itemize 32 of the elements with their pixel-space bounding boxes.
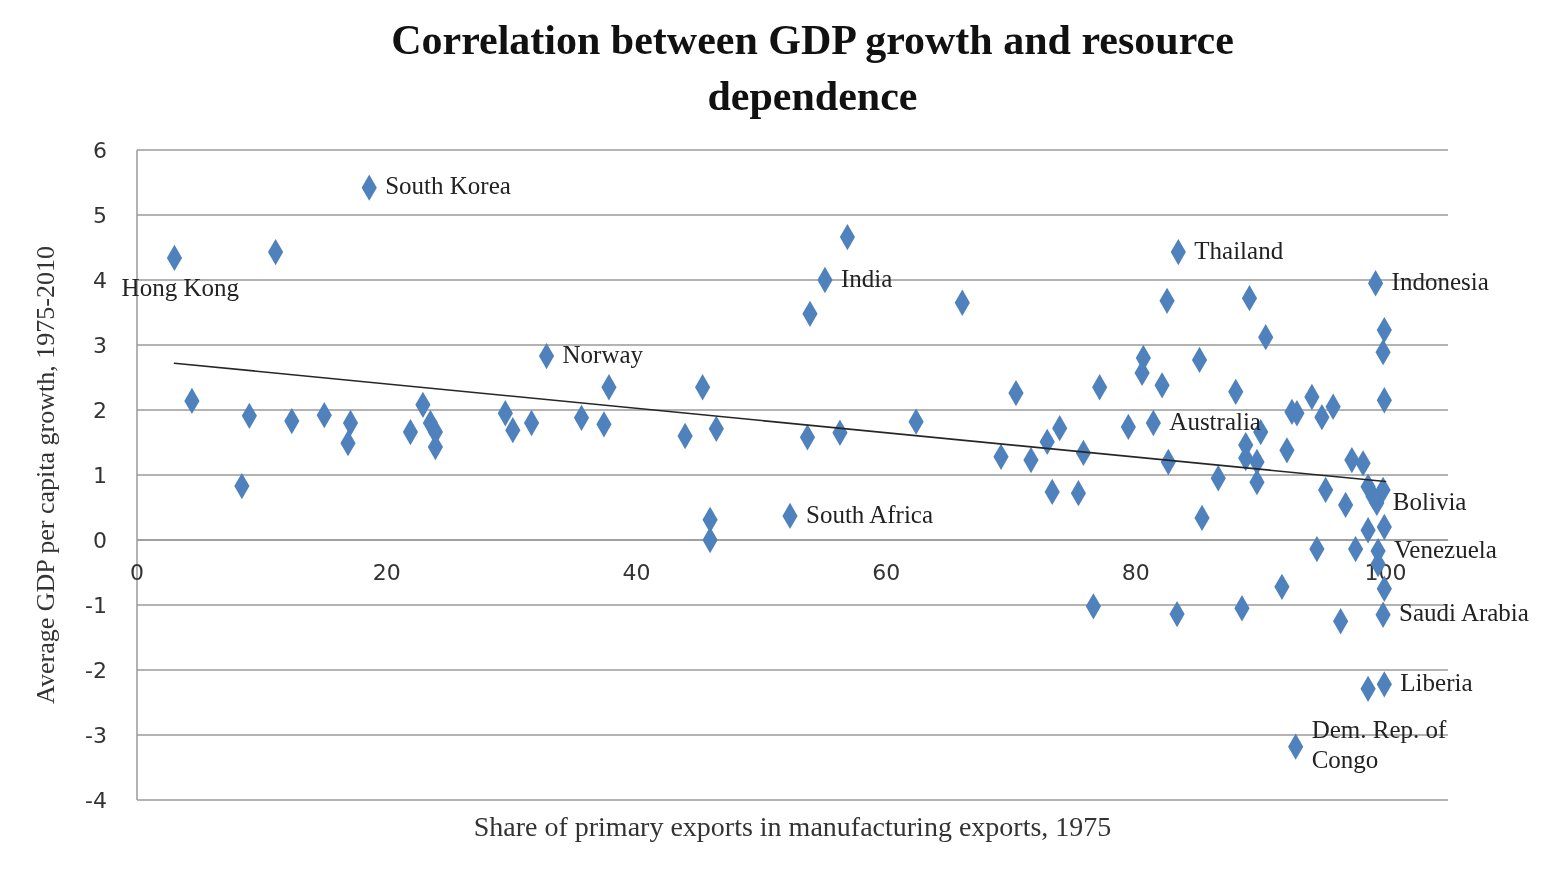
y-tick-label: 5: [93, 202, 107, 228]
annotation: Dem. Rep. of Congo: [1311, 716, 1448, 774]
annotation: Liberia: [1400, 668, 1473, 696]
chart-title: Correlation between GDP growth and resource dependence: [391, 17, 1234, 119]
y-tick-label: -3: [85, 722, 107, 748]
y-tick-label: 4: [93, 267, 107, 293]
x-tick-label: 40: [622, 560, 651, 585]
annotation: Thailand: [1194, 236, 1284, 264]
y-tick-label: 2: [93, 397, 107, 423]
annotation: Saudi Arabia: [1399, 599, 1529, 627]
y-tick-label: -2: [85, 657, 107, 683]
annotation: Venezuela: [1394, 535, 1497, 563]
y-tick-label: 0: [93, 527, 107, 553]
annotation: Australia: [1169, 407, 1261, 435]
annotation: Bolivia: [1392, 487, 1467, 515]
x-tick-label: 0: [130, 560, 144, 585]
annotation: Norway: [562, 340, 644, 368]
y-tick-label: 3: [93, 332, 107, 358]
x-tick-label: 80: [1121, 560, 1150, 585]
y-tick-label: -4: [85, 787, 107, 813]
y-tick-label: 1: [93, 462, 107, 488]
annotation: Hong Kong: [121, 273, 240, 301]
x-axis-title: Share of primary exports in manufacturing exports, 1975: [473, 811, 1112, 842]
annotation: South Korea: [385, 172, 511, 200]
y-tick-label: 6: [93, 137, 107, 163]
x-tick-label: 20: [372, 560, 401, 585]
annotation: South Africa: [806, 500, 934, 528]
annotation: India: [840, 264, 893, 292]
y-tick-label: -1: [85, 592, 107, 618]
annotation: Indonesia: [1391, 267, 1489, 295]
x-tick-label: 60: [872, 560, 901, 585]
y-axis-title: Average GDP per capita growth, 1975-2010: [31, 246, 60, 704]
